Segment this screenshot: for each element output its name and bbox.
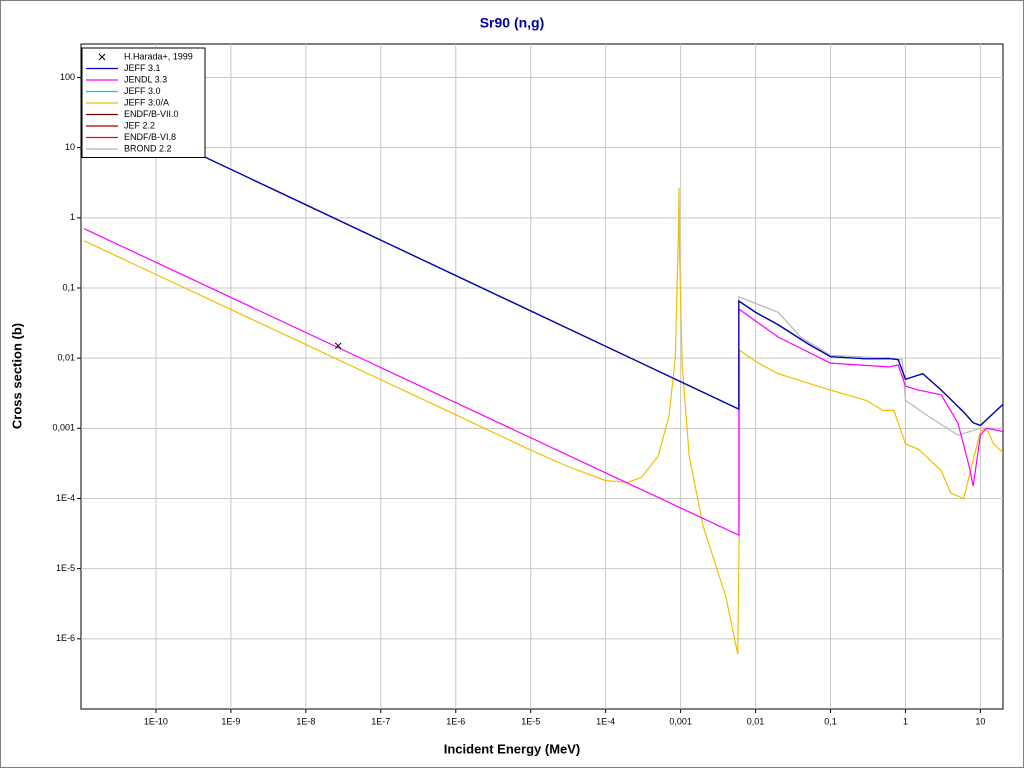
y-tick-label: 1 bbox=[70, 212, 75, 222]
x-tick-label: 0,001 bbox=[669, 716, 692, 726]
y-tick-label: 0,001 bbox=[52, 423, 75, 433]
y-tick-label: 1E-6 bbox=[56, 633, 75, 643]
legend-swatch bbox=[98, 53, 106, 61]
x-axis-label: Incident Energy (MeV) bbox=[444, 741, 581, 756]
x-tick-label: 1E-9 bbox=[221, 716, 240, 726]
chart-title: Sr90 (n,g) bbox=[480, 15, 545, 31]
legend-label: H.Harada+, 1999 bbox=[124, 51, 193, 61]
grid: 1E-10 1E-9 1E-8 1E-7 1E-6 1E-5 1E-4 0,001 0,01 0,… bbox=[52, 44, 1003, 726]
legend-label: BROND 2.2 bbox=[124, 143, 172, 153]
legend-label: ENDF/B-VI.8 bbox=[124, 132, 176, 142]
y-tick-label: 100 bbox=[60, 72, 75, 82]
series-group bbox=[81, 98, 1003, 655]
legend-label: JEFF 3.1 bbox=[124, 63, 161, 73]
legend-label: JEFF 3.0 bbox=[124, 86, 161, 96]
series-line bbox=[83, 228, 1003, 537]
x-tick-label: 1E-7 bbox=[371, 716, 390, 726]
legend-label: ENDF/B-VII.0 bbox=[124, 109, 179, 119]
series-line bbox=[83, 187, 1003, 655]
legend-label: JEFF 3.0/A bbox=[124, 97, 169, 107]
y-axis-label: Cross section (b) bbox=[9, 323, 24, 429]
x-tick-label: 1E-4 bbox=[596, 716, 615, 726]
plot-area bbox=[80, 43, 1004, 710]
x-tick-label: 0,01 bbox=[747, 716, 765, 726]
x-tick-label: 10 bbox=[975, 716, 985, 726]
legend-label: JENDL 3.3 bbox=[124, 74, 167, 84]
x-tick-label: 1E-10 bbox=[144, 716, 168, 726]
y-tick-label: 1E-4 bbox=[56, 493, 75, 503]
y-tick-label: 0,01 bbox=[57, 353, 75, 363]
data-point bbox=[334, 342, 342, 350]
y-tick-label: 1E-5 bbox=[56, 563, 75, 573]
x-tick-label: 1E-5 bbox=[521, 716, 540, 726]
x-tick-label: 1E-8 bbox=[296, 716, 315, 726]
series-line bbox=[81, 98, 1003, 427]
y-tick-label: 10 bbox=[65, 142, 75, 152]
x-tick-label: 0,1 bbox=[824, 716, 837, 726]
y-tick-label: 0,1 bbox=[62, 282, 75, 292]
x-tick-label: 1E-6 bbox=[446, 716, 465, 726]
x-tick-label: 1 bbox=[903, 716, 908, 726]
legend-label: JEF 2.2 bbox=[124, 120, 155, 130]
